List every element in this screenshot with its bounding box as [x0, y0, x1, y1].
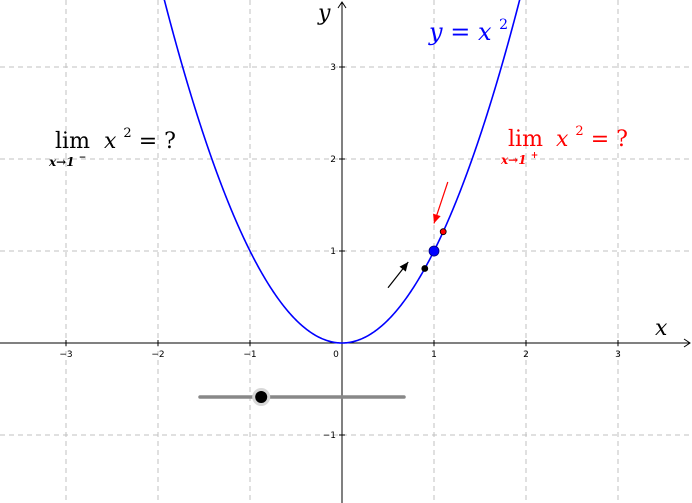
right-limit-lim: lim: [508, 127, 543, 152]
curve-label-base: x: [478, 18, 492, 46]
left-limit-body-exp: 2: [123, 126, 131, 141]
y-tick-label: 3: [330, 63, 336, 73]
curve-line: [163, 0, 521, 344]
point-left: [421, 265, 429, 272]
y-axis-arrowhead: [337, 1, 347, 9]
points: [421, 228, 447, 272]
curve-label: y = x 2: [428, 17, 508, 46]
x-tick-label: −3: [59, 350, 72, 360]
x-tick-label: −2: [151, 350, 164, 360]
x-tick-label: 3: [615, 350, 621, 360]
right-limit-subscript: x→1 +: [500, 151, 538, 167]
right-limit-body-base: x: [556, 127, 569, 152]
approach-arrow-head: [433, 213, 441, 224]
left-limit-annotation: lim x→1 − x 2 = ?: [48, 118, 176, 169]
y-tick-label: 1: [330, 247, 336, 257]
x-tick-label: 0: [333, 350, 339, 360]
point-a: [428, 245, 440, 257]
left-limit-body-rest: = ?: [139, 129, 176, 154]
right-limit-body-rest: = ?: [591, 127, 628, 152]
left-limit-sub-sign: −: [79, 153, 87, 163]
right-limit-sub-sign: +: [531, 151, 539, 161]
left-limit-lim: lim: [55, 129, 90, 154]
left-limit-sub-var: x→1: [48, 155, 75, 169]
right-limit-sub-var: x→1: [500, 153, 527, 167]
left-limit-body-base: x: [104, 129, 117, 154]
approach-arrow-head: [399, 262, 409, 272]
left-limit-subscript: x→1 −: [48, 153, 86, 169]
point-right: [439, 228, 447, 236]
y-tick-label: 2: [330, 155, 336, 165]
right-limit-annotation: lim x→1 + x 2 = ?: [500, 116, 628, 167]
slider-knob[interactable]: [255, 391, 268, 403]
left-limit-body: x 2 = ?: [104, 118, 176, 154]
x-tick-label: −1: [243, 350, 256, 360]
curve-series: [163, 0, 521, 344]
x-tick-label: 2: [523, 350, 529, 360]
x-axis-arrowhead: [683, 338, 691, 348]
right-limit-body-exp: 2: [575, 124, 583, 139]
y-tick-label: −1: [323, 431, 336, 441]
y-axis-label: y: [317, 1, 331, 26]
slider[interactable]: [198, 388, 406, 406]
right-limit-body: x 2 = ?: [556, 116, 628, 152]
curve-label-lhs: y: [428, 18, 443, 46]
curve-label-eq: =: [450, 18, 478, 46]
x-axis-label: x: [655, 316, 668, 341]
approach-arrows: [387, 181, 449, 289]
curve-label-exp: 2: [499, 17, 508, 33]
x-tick-label: 1: [431, 350, 437, 360]
